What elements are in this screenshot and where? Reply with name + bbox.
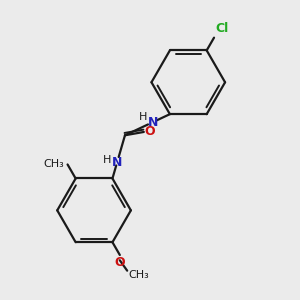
Text: H: H: [103, 155, 111, 165]
Text: Cl: Cl: [215, 22, 229, 35]
Text: N: N: [112, 156, 122, 169]
Text: H: H: [139, 112, 148, 122]
Text: CH₃: CH₃: [44, 160, 64, 170]
Text: CH₃: CH₃: [129, 270, 149, 280]
Text: N: N: [148, 116, 158, 129]
Text: O: O: [115, 256, 125, 269]
Text: O: O: [144, 125, 155, 139]
